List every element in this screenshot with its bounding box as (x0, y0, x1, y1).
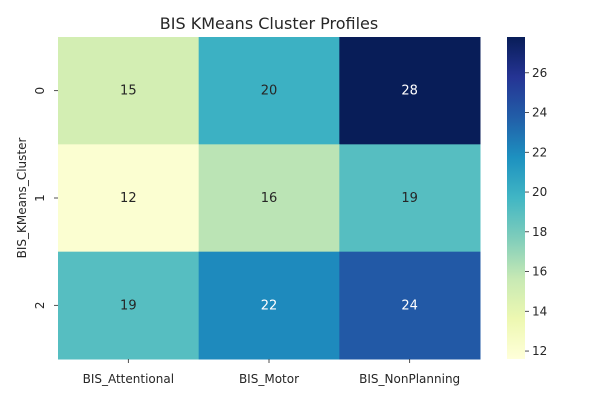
heatmap-cell (198, 144, 340, 253)
x-tick-label: BIS_NonPlanning (359, 372, 460, 386)
heatmap-cell (198, 37, 340, 145)
y-tick-labels: 0 1 2 (33, 87, 58, 309)
heatmap-cell (58, 37, 200, 145)
x-tick-label: BIS_Attentional (83, 372, 174, 386)
colorbar-tick-label: 22 (532, 145, 547, 159)
cell-annotations: 15 20 28 12 16 19 19 22 24 (120, 84, 418, 314)
cell-annotation: 16 (261, 191, 278, 206)
colorbar-tick-label: 14 (532, 304, 547, 318)
colorbar-ticks: 12 14 16 18 20 22 24 26 (525, 66, 547, 358)
heatmap-cell (198, 251, 340, 360)
cell-annotation: 24 (401, 298, 418, 313)
colorbar-tick-label: 18 (532, 225, 547, 239)
y-axis-label: BIS_KMeans_Cluster (15, 138, 29, 259)
chart-title: BIS KMeans Cluster Profiles (160, 14, 378, 33)
heatmap-cell (339, 37, 481, 145)
heatmap-cell (58, 144, 200, 253)
y-tick-label: 1 (33, 194, 47, 202)
heatmap-cell (339, 251, 481, 360)
colorbar (507, 37, 525, 359)
colorbar-tick-label: 12 (532, 344, 547, 358)
colorbar-tick-label: 20 (532, 185, 547, 199)
heatmap-cell (339, 144, 481, 253)
x-tick-labels: BIS_Attentional BIS_Motor BIS_NonPlanning (83, 359, 460, 386)
x-tick-label: BIS_Motor (239, 372, 299, 386)
heatmap-cell (58, 251, 200, 360)
cell-annotation: 12 (120, 191, 137, 206)
cell-annotation: 28 (401, 84, 418, 99)
colorbar-tick-label: 16 (532, 265, 547, 279)
cell-annotation: 19 (120, 298, 137, 313)
cell-annotation: 22 (261, 298, 278, 313)
y-tick-label: 2 (33, 302, 47, 310)
heatmap-cells (58, 37, 481, 360)
cell-annotation: 19 (401, 191, 418, 206)
colorbar-tick-label: 26 (532, 66, 547, 80)
y-tick-label: 0 (33, 87, 47, 95)
cell-annotation: 15 (120, 84, 137, 99)
cell-annotation: 20 (261, 84, 278, 99)
colorbar-tick-label: 24 (532, 106, 547, 120)
